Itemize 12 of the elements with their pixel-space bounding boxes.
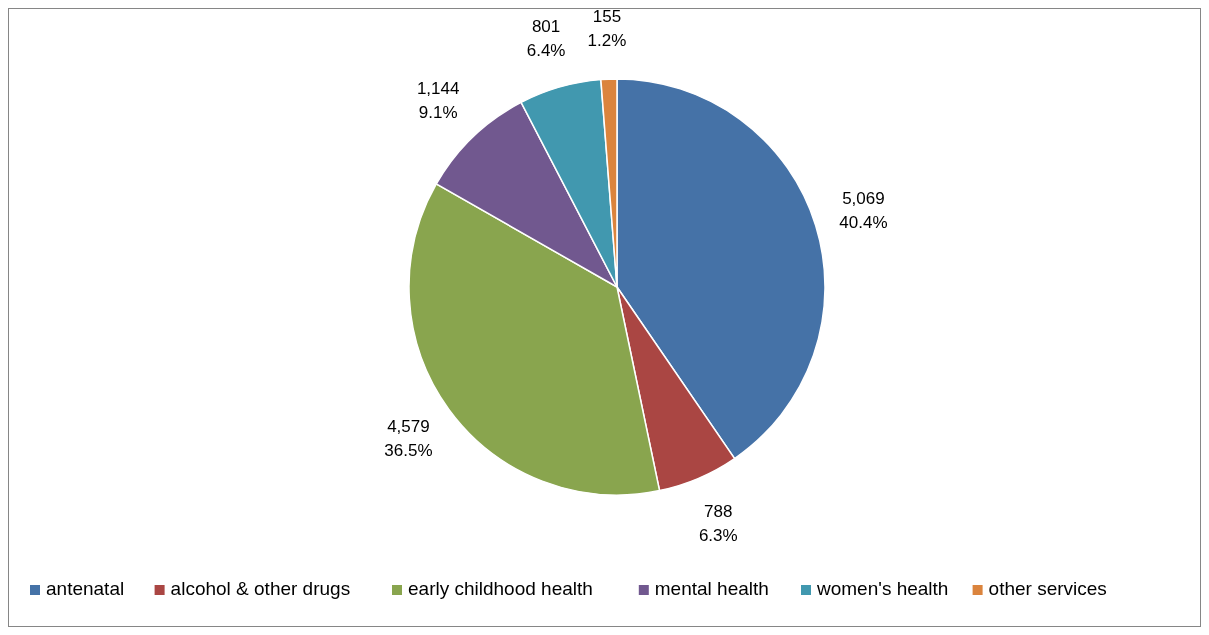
legend-label: mental health xyxy=(654,578,769,600)
legend-label: alcohol & other drugs xyxy=(170,578,351,600)
data-label: 4,579 36.5% xyxy=(384,417,433,461)
legend-label: antenatal xyxy=(46,578,125,600)
legend-label: other services xyxy=(988,578,1107,600)
data-label: 788 6.3% xyxy=(698,502,738,546)
data-label: 5,069 40.4% xyxy=(839,189,888,233)
data-label: 155 1.2% xyxy=(587,7,627,51)
legend-label: early childhood health xyxy=(408,578,593,600)
data-label: 1,144 9.1% xyxy=(416,79,460,123)
legend-label: women's health xyxy=(816,578,949,600)
data-label: 801 6.4% xyxy=(526,17,566,61)
